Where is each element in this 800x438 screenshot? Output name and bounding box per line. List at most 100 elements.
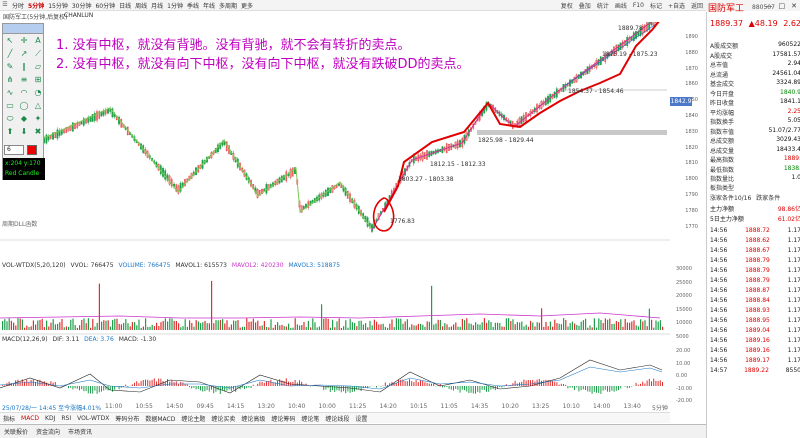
indicator-tab-12[interactable]: 缠论线段 bbox=[325, 415, 350, 423]
fork-icon[interactable]: ⋔ bbox=[6, 75, 14, 84]
star-icon[interactable]: ✦ bbox=[34, 114, 42, 123]
indicator-tab-5[interactable]: 筹码分布 bbox=[115, 415, 140, 423]
wave-icon[interactable]: ∿ bbox=[6, 88, 14, 97]
tool-0[interactable]: 复权 bbox=[560, 2, 573, 10]
volume-bar bbox=[349, 318, 351, 330]
bottom-tab-0[interactable]: 关联报价 bbox=[4, 429, 29, 436]
candle-label: Red Candle bbox=[5, 170, 40, 177]
volume-bar bbox=[178, 323, 180, 330]
cursor-icon[interactable]: ↖ bbox=[6, 36, 14, 45]
macd-bar bbox=[481, 386, 483, 390]
indicator-tab-6[interactable]: 数据MACD bbox=[145, 415, 176, 423]
volume-bar bbox=[556, 323, 558, 330]
macd-tick: -10.00 bbox=[676, 385, 693, 392]
down-arrow-icon[interactable]: ⬇ bbox=[20, 127, 28, 136]
ellipse-icon[interactable]: ⬭ bbox=[6, 114, 14, 123]
macd-bar bbox=[345, 386, 347, 394]
timeframe-3[interactable]: 30分钟 bbox=[71, 2, 92, 10]
macd-bar bbox=[261, 381, 263, 386]
parallel-icon[interactable]: ∥ bbox=[22, 62, 26, 71]
maximize-icon[interactable]: □ bbox=[778, 1, 786, 10]
fib-icon[interactable]: ≡ bbox=[20, 75, 28, 84]
candle-body bbox=[265, 184, 268, 194]
candle-body bbox=[58, 130, 61, 136]
indicator-tab-7[interactable]: 缠论主题 bbox=[181, 415, 206, 423]
tool-6[interactable]: +自选 bbox=[667, 2, 685, 10]
diamond-icon[interactable]: ◆ bbox=[20, 114, 28, 123]
segment-icon[interactable]: ⟋ bbox=[35, 49, 41, 58]
volume-bar bbox=[481, 322, 483, 330]
macd-bar bbox=[109, 386, 111, 391]
tool-2[interactable]: 统计 bbox=[596, 2, 609, 10]
timeframe-4[interactable]: 60分钟 bbox=[95, 2, 116, 10]
ray-icon[interactable]: ↗ bbox=[20, 49, 28, 58]
quote-row: 最低指数 1838. bbox=[710, 165, 800, 175]
tool-7[interactable]: 返回 bbox=[690, 2, 703, 10]
volume-bar bbox=[444, 323, 446, 330]
indicator-tab-10[interactable]: 缠论筹码 bbox=[271, 415, 296, 423]
indicator-tab-11[interactable]: 缠论笔 bbox=[301, 415, 320, 423]
text-icon[interactable]: A bbox=[35, 36, 41, 45]
timeframe-8[interactable]: 1分钟 bbox=[167, 2, 183, 10]
arc-icon[interactable]: ◠ bbox=[20, 88, 28, 97]
timeframe-2[interactable]: 15分钟 bbox=[48, 2, 68, 10]
tool-3[interactable]: 画线 bbox=[614, 2, 627, 10]
macd-bar bbox=[226, 386, 228, 391]
indicator-name[interactable]: CHANLUN bbox=[64, 12, 94, 19]
indicator-tab-2[interactable]: KDJ bbox=[45, 414, 56, 422]
macd-bar bbox=[233, 386, 234, 390]
indicator-tab-8[interactable]: 缠论买卖 bbox=[211, 415, 236, 423]
timeframe-5[interactable]: 日线 bbox=[119, 2, 132, 10]
candle-body bbox=[291, 167, 294, 177]
timeframe-1[interactable]: 5分钟 bbox=[28, 2, 45, 10]
line-width-select[interactable]: 6 bbox=[4, 145, 24, 155]
indicator-tab-9[interactable]: 缠论高级 bbox=[241, 415, 266, 423]
timeframe-6[interactable]: 周线 bbox=[135, 2, 148, 10]
bottom-tab-1[interactable]: 资金流向 bbox=[36, 429, 61, 436]
channel-icon[interactable]: ▱ bbox=[34, 62, 42, 71]
close-icon[interactable]: ✕ bbox=[791, 1, 797, 10]
indicator-tab-0[interactable]: 指标 bbox=[3, 415, 16, 423]
erase-icon[interactable]: ✖ bbox=[34, 127, 42, 136]
indicator-tab-strip: 指标 MACD KDJ RSI VOL-WTDX 筹码分布 数据MACD 缠论主题 缠论买卖 缠论… bbox=[0, 412, 670, 423]
macd-bar bbox=[369, 386, 371, 387]
indicator-tab-13[interactable]: 设置 bbox=[355, 415, 368, 423]
tool-5[interactable]: 标记 bbox=[649, 2, 662, 10]
tool-1[interactable]: 叠加 bbox=[578, 2, 591, 10]
line-icon[interactable]: ╱ bbox=[7, 49, 13, 58]
minimize-icon[interactable]: — bbox=[765, 1, 773, 10]
tool-4[interactable]: F10 bbox=[632, 1, 644, 9]
toolbar-header[interactable] bbox=[3, 24, 43, 34]
timeframe-11[interactable]: 多周期 bbox=[219, 2, 238, 10]
volume-bar bbox=[19, 318, 21, 330]
macd-bar bbox=[492, 386, 494, 390]
timeframe-12[interactable]: 更多 bbox=[241, 2, 254, 10]
tick-price: 1888.93 bbox=[745, 307, 770, 314]
up-arrow-icon[interactable]: ⬆ bbox=[6, 127, 14, 136]
volume-bar bbox=[195, 320, 197, 330]
gann-icon[interactable]: ⊞ bbox=[34, 75, 42, 84]
cycle-icon[interactable]: ◔ bbox=[34, 88, 42, 97]
triangle-icon[interactable]: △ bbox=[34, 101, 42, 110]
timeframe-10[interactable]: 年线 bbox=[203, 2, 216, 10]
timeframe-0[interactable]: 分时 bbox=[12, 2, 25, 10]
indicator-tab-1[interactable]: MACD bbox=[21, 414, 40, 422]
main-chart[interactable] bbox=[0, 22, 670, 432]
circle-icon[interactable]: ◯ bbox=[19, 101, 29, 110]
tick-row: 14:56 1889.17 1.17 bbox=[710, 357, 800, 367]
pen-icon[interactable]: ✎ bbox=[6, 62, 14, 71]
rect-icon[interactable]: ▭ bbox=[6, 101, 14, 110]
menu-icon[interactable]: ☰ bbox=[2, 0, 8, 8]
timeframe-9[interactable]: 季线 bbox=[187, 2, 200, 10]
bottom-tab-2[interactable]: 市场资讯 bbox=[68, 429, 93, 436]
tick-row: 14:56 1889.04 1.17 bbox=[710, 327, 800, 337]
crosshair-icon[interactable]: ✛ bbox=[20, 36, 28, 45]
color-swatch[interactable] bbox=[27, 145, 37, 155]
annotation-notes: 1. 没有中枢，就没有背驰。没有背驰，就不会有转折的卖点。 2. 没有中枢，就没… bbox=[56, 36, 470, 74]
macd-bar bbox=[164, 382, 166, 386]
timeframe-7[interactable]: 月线 bbox=[151, 2, 164, 10]
macd-bar bbox=[503, 386, 505, 387]
volume-bar bbox=[422, 324, 424, 330]
indicator-tab-3[interactable]: RSI bbox=[61, 414, 72, 422]
indicator-tab-4[interactable]: VOL-WTDX bbox=[77, 414, 110, 422]
